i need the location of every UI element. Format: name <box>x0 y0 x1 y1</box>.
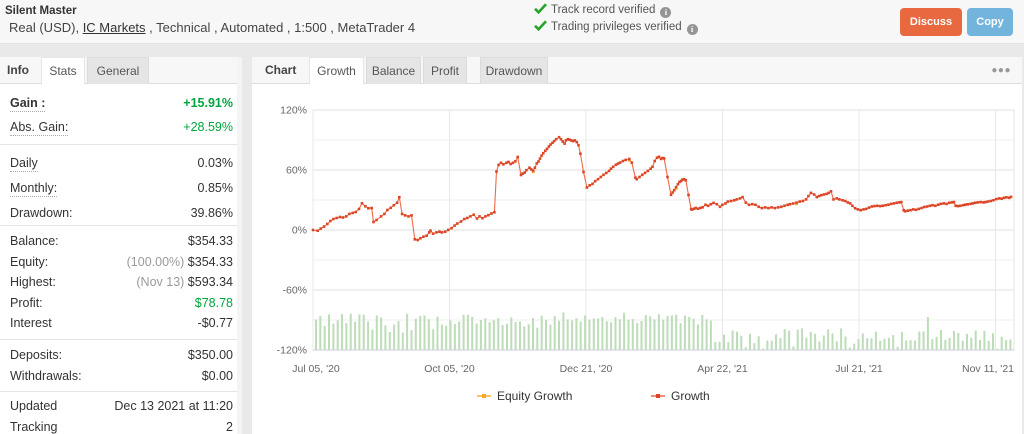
svg-text:Oct 05, '20: Oct 05, '20 <box>424 363 475 375</box>
svg-text:60%: 60% <box>286 165 307 177</box>
svg-text:Jul 21, '21: Jul 21, '21 <box>835 363 883 375</box>
svg-text:Growth: Growth <box>671 389 710 403</box>
svg-text:Apr 22, '21: Apr 22, '21 <box>697 363 748 375</box>
svg-text:Dec 21, '20: Dec 21, '20 <box>560 363 613 375</box>
svg-text:0%: 0% <box>292 225 307 237</box>
svg-text:Nov 11, '21: Nov 11, '21 <box>962 363 1014 375</box>
svg-text:Equity Growth: Equity Growth <box>497 389 572 403</box>
svg-text:-60%: -60% <box>282 285 307 297</box>
svg-text:120%: 120% <box>280 105 307 117</box>
svg-text:-120%: -120% <box>277 345 307 357</box>
svg-text:Jul 05, '20: Jul 05, '20 <box>292 363 340 375</box>
